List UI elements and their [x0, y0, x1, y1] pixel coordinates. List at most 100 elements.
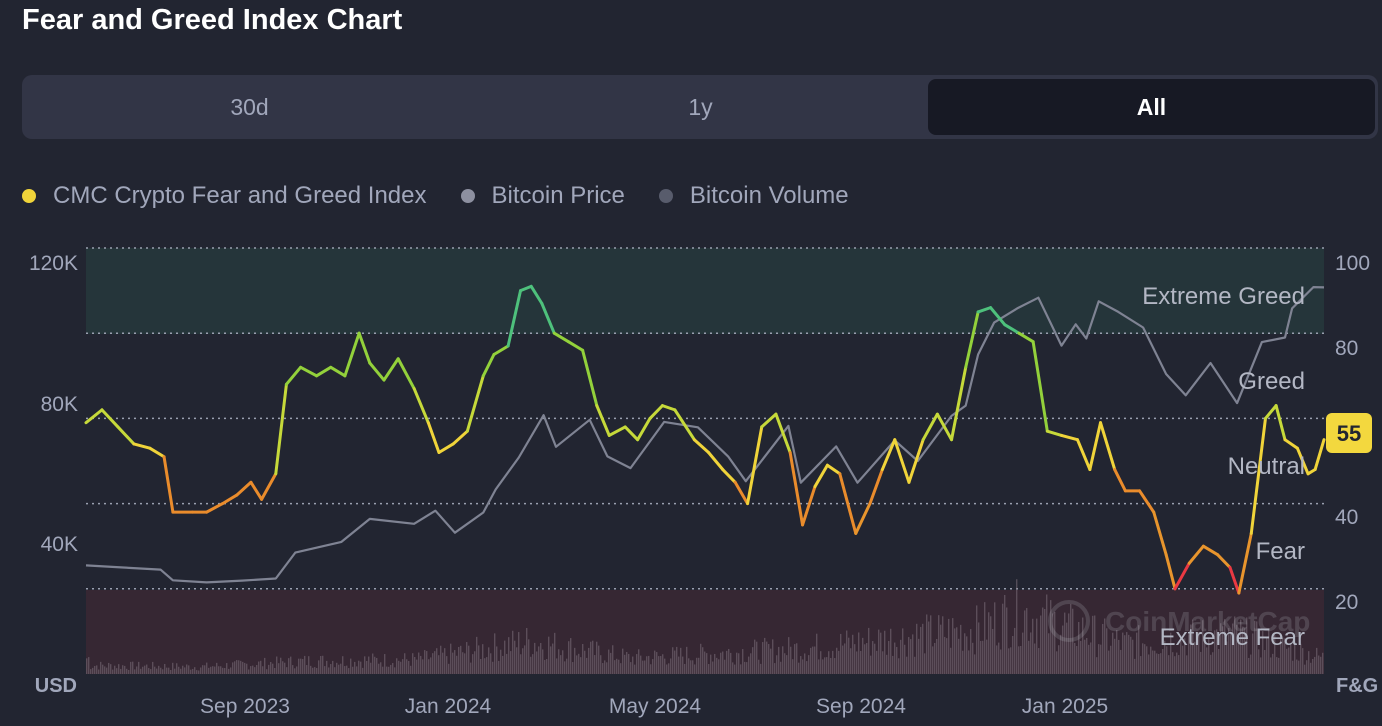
- volume-bar: [372, 653, 374, 674]
- volume-bar: [888, 640, 890, 674]
- x-axis: Sep 2023 Jan 2024 May 2024 Sep 2024 Jan …: [200, 695, 1108, 718]
- volume-bar: [954, 628, 956, 674]
- legend-item-fear-greed[interactable]: CMC Crypto Fear and Greed Index: [22, 182, 427, 210]
- volume-bar: [414, 657, 416, 674]
- volume-bar: [442, 652, 444, 674]
- volume-bar: [266, 669, 268, 674]
- volume-bar: [914, 656, 916, 674]
- fear-greed-segment: [1152, 510, 1168, 557]
- volume-bar: [702, 647, 704, 674]
- volume-bar: [572, 662, 574, 674]
- fear-greed-segment: [260, 472, 278, 501]
- volume-bar: [124, 665, 126, 674]
- volume-bar: [984, 602, 986, 674]
- volume-bar: [360, 661, 362, 674]
- volume-bar: [102, 664, 104, 674]
- volume-bar: [982, 640, 984, 674]
- fear-greed-chart[interactable]: CoinMarketCap Extreme Greed Greed Neutra…: [0, 230, 1382, 726]
- volume-bar: [536, 651, 538, 674]
- volume-bar: [860, 650, 862, 674]
- volume-bar: [1056, 651, 1058, 674]
- volume-bar: [682, 656, 684, 674]
- fear-greed-segment: [315, 365, 333, 378]
- volume-bar: [390, 664, 392, 674]
- legend-item-bitcoin-volume[interactable]: Bitcoin Volume: [658, 182, 849, 210]
- volume-bar: [212, 666, 214, 674]
- fear-greed-segment: [1099, 421, 1117, 472]
- volume-bar: [160, 667, 162, 674]
- volume-bar: [1030, 632, 1032, 674]
- volume-bar: [606, 662, 608, 674]
- volume-bar: [966, 636, 968, 674]
- volume-bar: [616, 658, 618, 674]
- volume-bar: [508, 637, 510, 674]
- volume-bar: [836, 647, 838, 674]
- volume-bar: [1156, 653, 1158, 674]
- volume-bar: [366, 661, 368, 674]
- legend-dot-fear-greed: [22, 189, 36, 203]
- volume-bar: [1054, 611, 1056, 674]
- volume-bar: [800, 656, 802, 674]
- volume-bar: [276, 656, 278, 674]
- volume-bar: [960, 624, 962, 674]
- volume-bar: [988, 612, 990, 674]
- volume-bar: [1200, 651, 1202, 674]
- volume-bar: [290, 656, 292, 674]
- volume-bar: [494, 633, 496, 674]
- volume-bar: [1180, 635, 1182, 674]
- tab-1y[interactable]: 1y: [688, 93, 713, 120]
- volume-bar: [232, 662, 234, 674]
- fear-greed-segment: [132, 442, 152, 450]
- volume-bar: [226, 663, 228, 674]
- volume-bar: [1074, 642, 1076, 674]
- zone-labels: Extreme Greed Greed Neutral Fear Extreme…: [1142, 283, 1305, 651]
- volume-bar: [1026, 608, 1028, 674]
- tab-30d[interactable]: 30d: [230, 93, 269, 120]
- volume-bar: [820, 651, 822, 674]
- fear-greed-segment: [235, 480, 253, 497]
- right-axis: 100 80 40 20 F&G: [1335, 252, 1378, 697]
- right-tick-20: 20: [1335, 591, 1358, 614]
- volume-bar: [794, 644, 796, 674]
- volume-bar: [426, 651, 428, 674]
- volume-bar: [868, 627, 870, 674]
- volume-bar: [630, 662, 632, 674]
- volume-bar: [560, 655, 562, 674]
- volume-bar: [502, 655, 504, 674]
- volume-bar: [1098, 644, 1100, 674]
- left-tick-80k: 80K: [41, 393, 78, 416]
- volume-bar: [406, 659, 408, 674]
- volume-bar: [782, 646, 784, 674]
- volume-bar: [1288, 647, 1290, 674]
- fear-greed-segment: [343, 331, 361, 378]
- fear-greed-segment: [382, 357, 400, 382]
- volume-bar: [96, 665, 98, 674]
- volume-bar: [622, 648, 624, 674]
- volume-bar: [1252, 633, 1254, 674]
- volume-bar: [1112, 632, 1114, 674]
- fear-greed-segment: [1138, 489, 1156, 514]
- fear-greed-segment: [100, 408, 120, 429]
- volume-bar: [244, 662, 246, 674]
- volume-bar: [1070, 604, 1072, 674]
- volume-bar: [488, 647, 490, 674]
- volume-bar: [806, 661, 808, 674]
- zone-label-greed: Greed: [1238, 368, 1305, 395]
- volume-bar: [992, 628, 994, 674]
- volume-bar: [454, 650, 456, 674]
- volume-bar: [722, 651, 724, 674]
- tab-all[interactable]: All: [928, 79, 1375, 135]
- page-title: Fear and Greed Index Chart: [22, 4, 403, 36]
- legend-item-bitcoin-price[interactable]: Bitcoin Price: [460, 182, 625, 210]
- volume-bar: [772, 639, 774, 674]
- volume-bar: [1182, 645, 1184, 674]
- volume-bar: [766, 641, 768, 674]
- volume-bar: [410, 665, 412, 674]
- volume-bar: [818, 659, 820, 674]
- volume-bar: [920, 626, 922, 674]
- volume-bar: [756, 641, 758, 674]
- volume-bar: [402, 659, 404, 674]
- volume-bar: [1224, 619, 1226, 674]
- volume-bar: [946, 638, 948, 674]
- fear-greed-segment: [660, 404, 677, 412]
